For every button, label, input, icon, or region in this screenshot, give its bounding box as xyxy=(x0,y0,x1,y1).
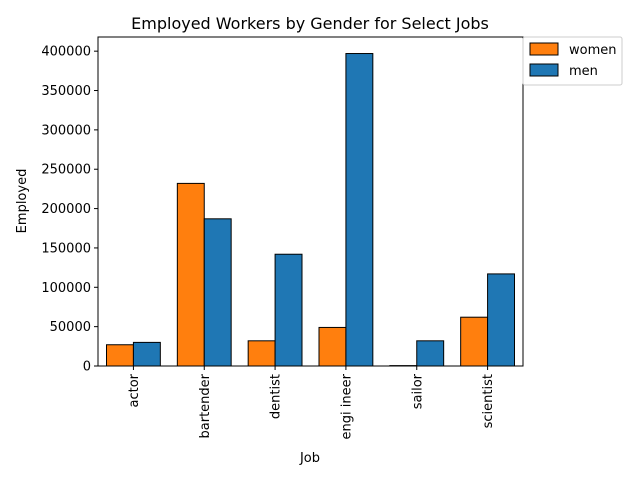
legend: women men xyxy=(522,36,623,86)
y-tick-label: 350000 xyxy=(41,84,91,99)
legend-label-women: women xyxy=(569,43,617,58)
x-tick-label: dentist xyxy=(269,374,284,419)
bar-men-bartender xyxy=(203,218,232,367)
bar-women-actor xyxy=(106,344,134,367)
bar-men-actor xyxy=(132,341,161,367)
y-tick-label: 200000 xyxy=(41,202,91,217)
x-tick-label: sailor xyxy=(410,373,425,409)
y-tick-label: 100000 xyxy=(41,281,91,296)
y-tick-label: 300000 xyxy=(41,123,91,138)
legend-swatch-men xyxy=(529,63,559,77)
legend-swatch-women xyxy=(529,42,559,56)
y-tick-label: 250000 xyxy=(41,163,91,178)
bar-women-bartender xyxy=(176,182,205,367)
x-tick-label: engi ineer xyxy=(339,373,354,439)
plot-area-frame xyxy=(97,36,524,367)
x-axis-label: Job xyxy=(299,451,320,466)
bar-women-dentist xyxy=(247,340,276,367)
x-tick-label: scientist xyxy=(481,374,496,428)
x-tick-label: actor xyxy=(127,373,142,407)
y-tick-label: 400000 xyxy=(41,45,91,60)
chart-title: Employed Workers by Gender for Select Jo… xyxy=(131,14,489,33)
bars-group xyxy=(106,53,516,367)
x-axis: actor bartender dentist engi ineer sailor sci… xyxy=(127,366,496,439)
bar-men-engi-ineer xyxy=(345,53,374,367)
x-tick-label: bartender xyxy=(198,373,213,438)
y-tick-label: 0 xyxy=(83,360,91,375)
bar-men-scientist xyxy=(487,273,516,367)
bar-women-scientist xyxy=(460,316,489,367)
y-axis-label: Employed xyxy=(15,169,30,234)
bar-men-sailor xyxy=(416,340,445,367)
bar-women-engi-ineer xyxy=(318,326,347,367)
legend-label-men: men xyxy=(569,64,598,79)
y-tick-label: 50000 xyxy=(50,320,91,335)
y-tick-label: 150000 xyxy=(41,241,91,256)
y-axis: 0 50000 100000 150000 200000 250000 300000 3500… xyxy=(41,45,98,375)
bar-men-dentist xyxy=(274,253,303,367)
